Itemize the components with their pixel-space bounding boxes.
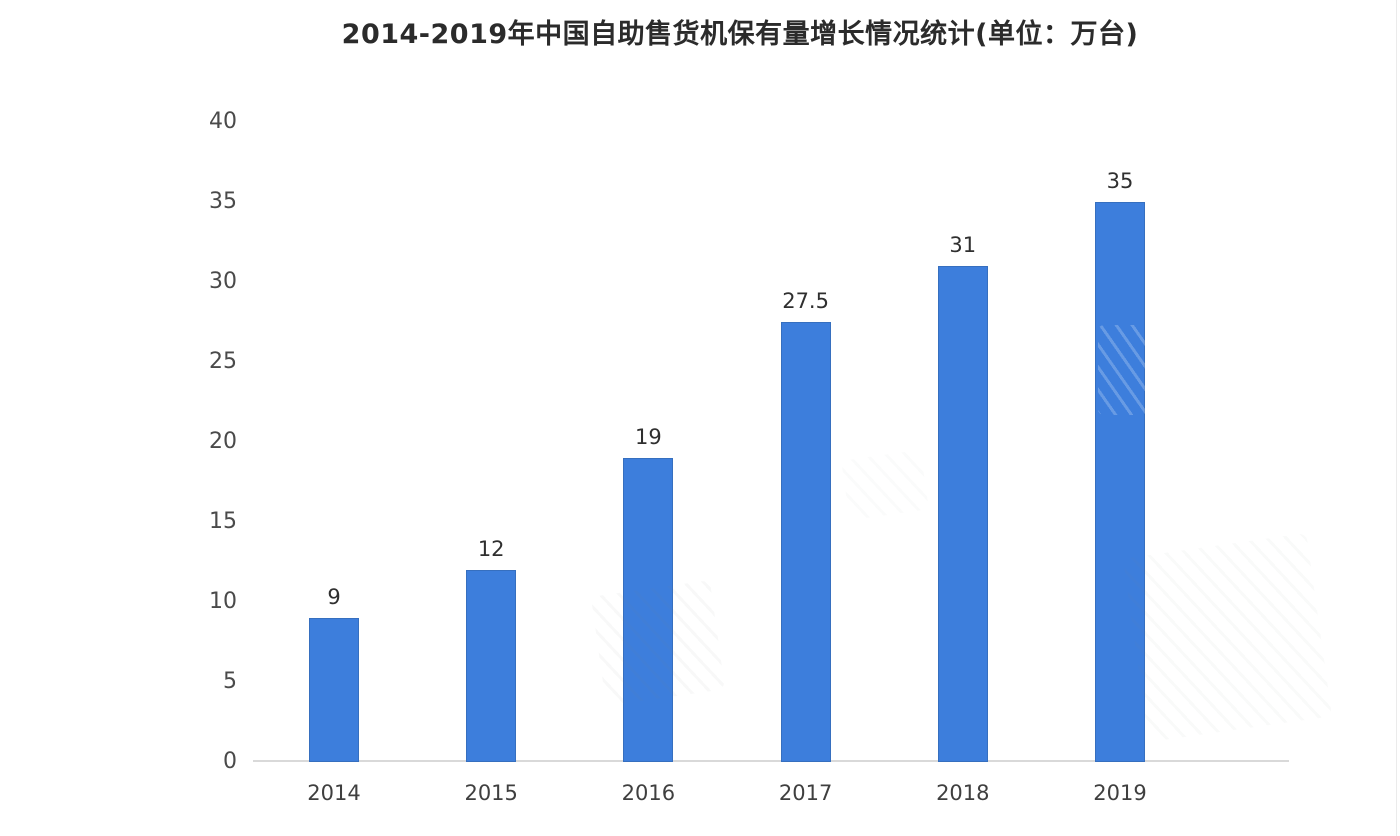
watermark: [841, 449, 929, 521]
y-tick-label: 0: [223, 749, 237, 774]
y-tick-label: 20: [209, 429, 237, 454]
bar-value-label: 9: [327, 585, 341, 609]
bar-2019: [1095, 202, 1145, 762]
y-tick-label: 40: [209, 109, 237, 134]
bar-2015: [466, 570, 517, 762]
y-tick-label: 10: [209, 589, 237, 614]
bar-value-label: 31: [949, 233, 977, 257]
chart-title: 2014-2019年中国自助售货机保有量增长情况统计(单位：万台): [341, 19, 1139, 50]
x-tick-label: 2018: [936, 781, 990, 805]
x-tick-label: 2014: [307, 781, 361, 805]
x-tick-label: 2019: [1093, 781, 1147, 805]
bar-value-label: 12: [477, 537, 505, 561]
bar-value-label: 19: [635, 425, 662, 449]
x-axis-line: [253, 760, 1289, 762]
bar-value-label: 35: [1106, 169, 1134, 193]
y-tick-label: 35: [209, 189, 237, 214]
bar-2014: [309, 618, 359, 762]
y-tick-label: 15: [209, 509, 237, 534]
bar-2017: [780, 322, 831, 762]
y-tick-label: 5: [223, 669, 237, 694]
bar-2018: [937, 266, 988, 762]
x-tick-label: 2015: [464, 781, 518, 805]
watermark: [1123, 533, 1332, 742]
bar-value-label: 27.5: [782, 289, 829, 313]
x-tick-label: 2016: [621, 781, 676, 805]
y-tick-label: 30: [209, 269, 237, 294]
y-tick-label: 25: [209, 349, 237, 374]
x-tick-label: 2017: [778, 781, 833, 805]
bar-2016: [623, 458, 674, 762]
image-edge-line: [1396, 0, 1397, 836]
